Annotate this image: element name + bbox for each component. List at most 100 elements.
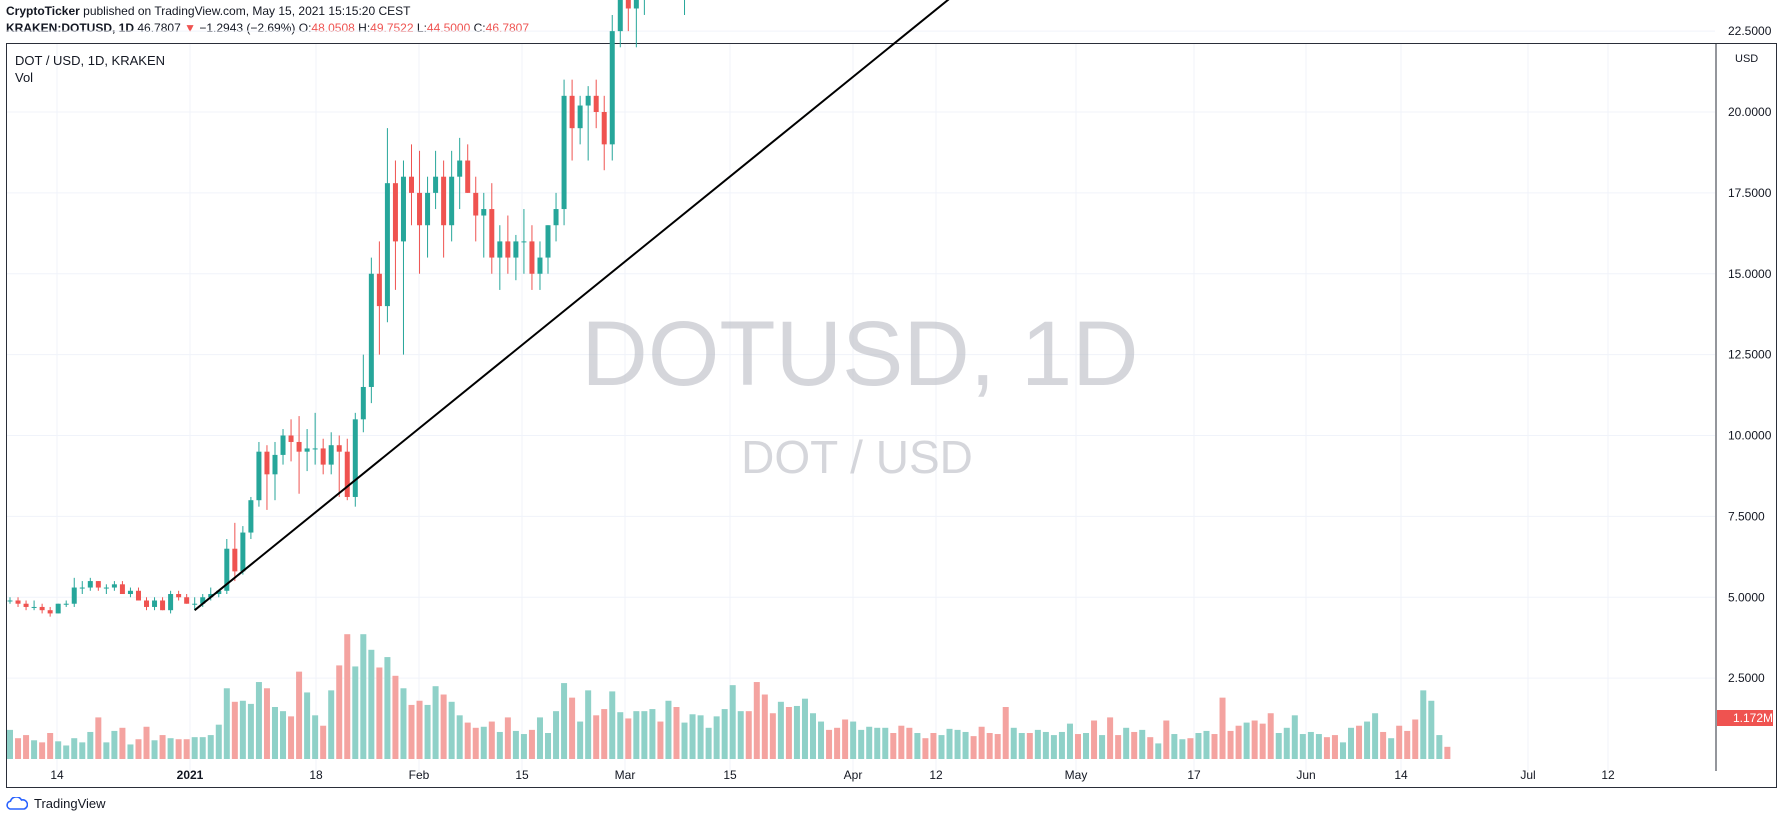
volume-bar: [962, 731, 969, 759]
volume-bar: [1380, 731, 1387, 759]
volume-bar: [328, 690, 335, 759]
candle: [119, 581, 125, 595]
volume-bar: [1155, 743, 1162, 759]
volume-bar: [970, 736, 977, 759]
candle-body: [392, 183, 398, 242]
volume-bar: [344, 634, 351, 759]
volume-bar: [416, 700, 423, 759]
volume-bar: [1002, 707, 1009, 759]
volume-bar: [23, 735, 30, 759]
volume-bar: [199, 737, 206, 759]
volume-bar: [1091, 720, 1098, 759]
candle: [409, 144, 414, 226]
candle-body: [537, 257, 543, 274]
candle: [31, 600, 37, 611]
price-tick-label: 5.0000: [1728, 590, 1765, 604]
candle-body: [232, 548, 238, 572]
candle-body: [71, 587, 77, 604]
time-axis: 14 2021 18 Feb 15 Mar 15 Apr 12 May 17 Jun 14 Jul 12: [50, 768, 1615, 782]
candle: [392, 160, 398, 290]
candle-body: [465, 160, 471, 193]
time-tick-label: 2021: [177, 768, 204, 782]
price-tick-label: 15.0000: [1728, 267, 1772, 281]
watermark-sub: DOT / USD: [741, 431, 973, 483]
volume-bar: [71, 738, 78, 759]
candle-body: [561, 95, 567, 210]
price-chart[interactable]: DOTUSD, 1D DOT / USD 46.78071.172M 2.500…: [0, 0, 1778, 790]
candle: [489, 183, 495, 274]
volume-bar: [633, 711, 640, 759]
candle: [168, 590, 174, 614]
volume-bar: [1323, 737, 1330, 759]
volume-bar: [585, 690, 592, 759]
time-tick-label: 12: [929, 768, 943, 782]
volume-bar: [119, 727, 126, 759]
volume-bar: [1267, 713, 1274, 759]
candle-body: [63, 603, 69, 605]
volume-bar: [1171, 734, 1178, 759]
volume-bar: [978, 726, 985, 759]
volume-bar: [63, 745, 70, 759]
candle: [95, 581, 101, 591]
candle-body: [360, 386, 366, 420]
volume-bar: [1396, 725, 1403, 759]
volume-bar: [1123, 727, 1130, 759]
volume-bar: [143, 726, 150, 759]
candle-body: [152, 600, 158, 607]
time-tick-label: May: [1065, 768, 1088, 782]
volume-bar: [1420, 690, 1427, 759]
candle: [643, 0, 645, 15]
candle: [39, 603, 45, 614]
price-tick-label: 22.5000: [1728, 24, 1772, 38]
volume-bar: [834, 727, 841, 759]
volume-bar: [1388, 738, 1395, 759]
candle: [264, 445, 270, 510]
candle: [15, 597, 21, 607]
volume-bar: [480, 726, 487, 759]
volume-bar: [801, 698, 808, 759]
candle-body: [336, 445, 342, 452]
volume-bar: [87, 731, 94, 759]
volume-bar: [777, 701, 784, 759]
candle-body: [577, 105, 583, 129]
volume-bar: [922, 738, 929, 759]
candle: [360, 354, 366, 433]
volume-bar: [1404, 730, 1411, 759]
volume-bar: [1203, 730, 1210, 759]
candle-body: [521, 241, 527, 243]
candle-body: [95, 581, 101, 588]
candle: [465, 144, 471, 193]
author-name[interactable]: CryptoTicker: [6, 4, 80, 18]
candle-body: [264, 451, 270, 475]
volume-bar: [1243, 722, 1250, 759]
candle-body: [585, 95, 591, 106]
watermark-main: DOTUSD, 1D: [581, 303, 1138, 405]
candle-body: [144, 600, 150, 607]
legend-title: DOT / USD, 1D, KRAKEN: [15, 53, 166, 68]
volume-bar: [1187, 738, 1194, 759]
volume-tag: [1717, 710, 1773, 726]
volume-bar: [167, 738, 174, 759]
candle-body: [103, 587, 109, 589]
volume-bar: [79, 742, 86, 759]
candle-body: [280, 435, 286, 455]
candle: [457, 137, 463, 210]
time-tick-label: Jun: [1296, 768, 1315, 782]
volume-bar: [55, 741, 62, 759]
volume-bar: [1083, 733, 1090, 759]
candle-body: [376, 273, 382, 307]
candle-body: [513, 241, 519, 258]
volume-bar: [617, 712, 624, 759]
candle-body: [47, 610, 53, 614]
candle-body: [87, 581, 93, 588]
price-tick-label: 17.5000: [1728, 186, 1772, 200]
candle: [71, 577, 77, 607]
volume-bar: [1066, 723, 1073, 759]
volume-bar: [882, 727, 889, 759]
volume-bar: [464, 722, 471, 759]
candle: [513, 234, 519, 281]
candle: [280, 429, 286, 465]
volume-bar: [215, 724, 222, 759]
tradingview-brand[interactable]: TradingView: [34, 796, 106, 811]
candle: [384, 128, 390, 323]
